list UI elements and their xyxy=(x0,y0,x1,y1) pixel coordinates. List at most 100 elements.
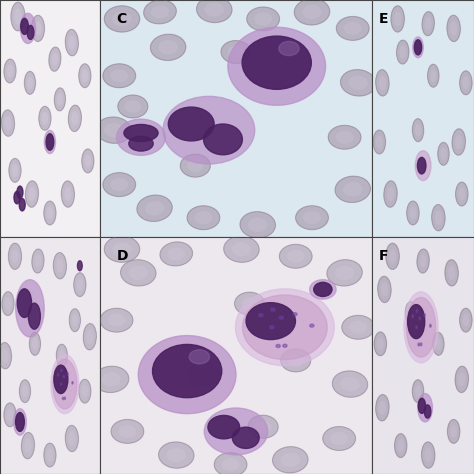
Ellipse shape xyxy=(279,316,283,319)
Ellipse shape xyxy=(224,236,259,262)
Ellipse shape xyxy=(35,255,41,267)
Ellipse shape xyxy=(387,187,394,201)
Ellipse shape xyxy=(276,345,280,347)
Ellipse shape xyxy=(124,125,158,142)
Ellipse shape xyxy=(214,453,247,474)
Ellipse shape xyxy=(348,76,368,90)
Ellipse shape xyxy=(93,366,129,392)
Ellipse shape xyxy=(450,21,457,36)
Ellipse shape xyxy=(203,124,242,155)
Ellipse shape xyxy=(240,212,275,238)
Ellipse shape xyxy=(52,53,58,66)
Ellipse shape xyxy=(412,119,424,142)
Ellipse shape xyxy=(71,111,78,126)
Ellipse shape xyxy=(1,348,9,363)
Ellipse shape xyxy=(222,458,239,471)
Ellipse shape xyxy=(79,379,91,403)
Ellipse shape xyxy=(397,40,409,64)
Ellipse shape xyxy=(247,7,280,31)
Ellipse shape xyxy=(419,317,420,320)
Ellipse shape xyxy=(243,295,327,360)
Ellipse shape xyxy=(2,292,14,316)
Ellipse shape xyxy=(44,443,56,467)
Ellipse shape xyxy=(108,314,126,327)
Ellipse shape xyxy=(287,250,305,263)
Text: E: E xyxy=(378,12,388,26)
Ellipse shape xyxy=(110,69,128,82)
Ellipse shape xyxy=(117,119,165,155)
Ellipse shape xyxy=(271,308,275,311)
Ellipse shape xyxy=(420,343,422,346)
Ellipse shape xyxy=(344,22,362,35)
Ellipse shape xyxy=(327,260,362,286)
Ellipse shape xyxy=(246,303,295,339)
Ellipse shape xyxy=(373,130,385,154)
Ellipse shape xyxy=(9,243,21,269)
Ellipse shape xyxy=(397,439,404,452)
Ellipse shape xyxy=(46,207,53,219)
Ellipse shape xyxy=(54,365,68,393)
Ellipse shape xyxy=(44,201,56,225)
Ellipse shape xyxy=(14,9,22,24)
Ellipse shape xyxy=(445,260,458,286)
Ellipse shape xyxy=(417,249,429,273)
Ellipse shape xyxy=(332,371,368,397)
Ellipse shape xyxy=(46,448,53,462)
Ellipse shape xyxy=(14,191,20,204)
Ellipse shape xyxy=(100,309,133,332)
Ellipse shape xyxy=(463,76,469,89)
Ellipse shape xyxy=(54,253,66,279)
Ellipse shape xyxy=(400,46,406,59)
Ellipse shape xyxy=(410,207,416,219)
Ellipse shape xyxy=(412,380,424,402)
Ellipse shape xyxy=(68,36,75,50)
Ellipse shape xyxy=(4,59,16,83)
Ellipse shape xyxy=(14,409,27,435)
Ellipse shape xyxy=(69,309,80,331)
Ellipse shape xyxy=(259,314,263,317)
Ellipse shape xyxy=(65,29,78,55)
Ellipse shape xyxy=(447,419,460,443)
Ellipse shape xyxy=(103,173,136,196)
Ellipse shape xyxy=(167,247,185,261)
Ellipse shape xyxy=(330,432,348,445)
Ellipse shape xyxy=(151,34,186,60)
Ellipse shape xyxy=(335,176,370,202)
Ellipse shape xyxy=(416,310,418,312)
Ellipse shape xyxy=(455,135,462,149)
Ellipse shape xyxy=(86,329,93,344)
Ellipse shape xyxy=(1,110,14,136)
Ellipse shape xyxy=(415,385,421,397)
Ellipse shape xyxy=(27,26,34,39)
Ellipse shape xyxy=(46,134,54,150)
Ellipse shape xyxy=(112,242,132,256)
Ellipse shape xyxy=(25,72,36,94)
Ellipse shape xyxy=(273,447,308,473)
Ellipse shape xyxy=(84,155,91,167)
Ellipse shape xyxy=(62,181,74,207)
Ellipse shape xyxy=(194,211,212,224)
Ellipse shape xyxy=(281,453,300,467)
Text: D: D xyxy=(117,249,128,263)
Ellipse shape xyxy=(128,266,148,280)
Ellipse shape xyxy=(27,77,33,89)
Ellipse shape xyxy=(235,292,264,315)
Ellipse shape xyxy=(447,15,460,41)
Ellipse shape xyxy=(189,363,219,386)
Ellipse shape xyxy=(418,398,426,413)
Ellipse shape xyxy=(248,218,267,232)
Ellipse shape xyxy=(144,0,176,24)
Ellipse shape xyxy=(405,302,417,324)
Ellipse shape xyxy=(112,12,132,26)
Ellipse shape xyxy=(24,438,31,453)
Ellipse shape xyxy=(7,64,13,78)
Ellipse shape xyxy=(407,201,419,225)
Ellipse shape xyxy=(310,280,336,299)
Ellipse shape xyxy=(110,178,128,191)
Ellipse shape xyxy=(55,88,65,111)
Ellipse shape xyxy=(68,431,75,446)
Ellipse shape xyxy=(283,344,287,347)
Ellipse shape xyxy=(294,0,329,25)
Ellipse shape xyxy=(450,425,457,438)
Ellipse shape xyxy=(378,276,391,302)
